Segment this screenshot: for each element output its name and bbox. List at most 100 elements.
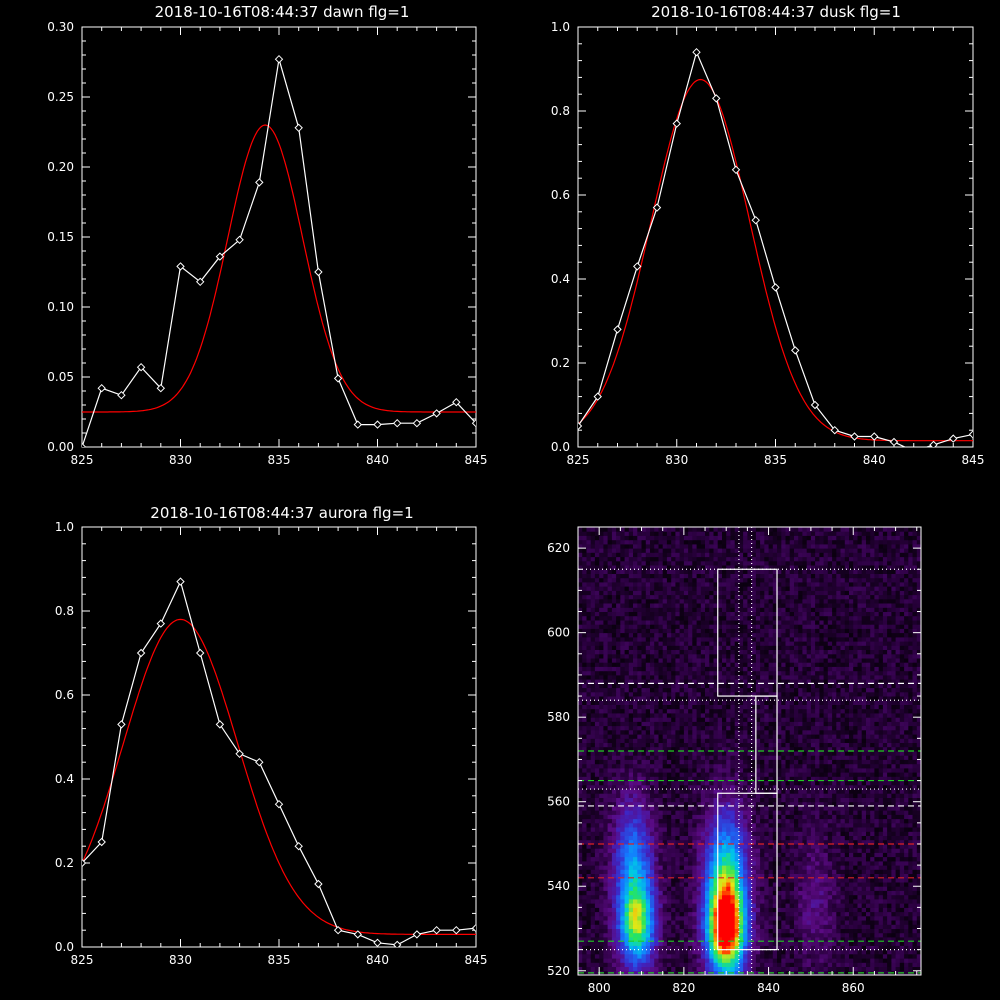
heatmap-cell (738, 763, 744, 769)
heatmap-cell (755, 966, 761, 972)
heatmap-cell (806, 865, 812, 870)
heatmap-cell (827, 907, 833, 913)
heatmap-cell (658, 776, 664, 782)
heatmap-cell (599, 780, 604, 786)
heatmap-cell (861, 966, 867, 972)
heatmap-cell (654, 860, 659, 866)
heatmap-cell (683, 911, 689, 917)
heatmap-cell (709, 937, 714, 942)
heatmap-cell (603, 746, 609, 752)
heatmap-cell (692, 953, 697, 959)
heatmap-cell (878, 898, 884, 904)
heatmap-cell (785, 860, 791, 866)
heatmap-cell (904, 844, 909, 849)
heatmap-cell (861, 738, 867, 743)
heatmap-cell (870, 882, 875, 887)
heatmap-cell (641, 945, 647, 951)
data-point (471, 418, 476, 428)
heatmap-cell (658, 763, 664, 769)
heatmap-cell (641, 966, 647, 972)
heatmap-cell (633, 835, 638, 841)
heatmap-cell (802, 763, 808, 769)
heatmap-cell (836, 755, 841, 760)
heatmap-cell (764, 763, 769, 769)
heatmap-cell (628, 890, 634, 896)
heatmap-cell (819, 767, 825, 773)
heatmap-cell (616, 848, 621, 853)
heatmap-cell (586, 920, 592, 925)
heatmap-cell (781, 894, 786, 900)
heatmap-cell (722, 797, 727, 803)
heatmap-cell (666, 907, 672, 913)
heatmap-cell (671, 852, 676, 858)
heatmap-cell (578, 835, 583, 841)
heatmap-cell (586, 734, 592, 739)
heatmap-cell (861, 962, 867, 967)
heatmap-cell (603, 852, 609, 858)
heatmap-cell (751, 818, 757, 824)
heatmap-cell (696, 903, 702, 908)
heatmap-cell (705, 860, 710, 866)
heatmap-cell (870, 746, 875, 752)
heatmap-cell (747, 962, 753, 967)
heatmap-cell (772, 784, 778, 790)
heatmap-cell (688, 742, 693, 748)
heatmap-cell (772, 835, 778, 841)
heatmap-cell (764, 886, 769, 891)
heatmap-cell (709, 738, 714, 743)
heatmap-cell (717, 797, 723, 803)
heatmap-cell (692, 763, 697, 769)
heatmap-cell (705, 945, 710, 951)
heatmap-cell (866, 894, 871, 900)
heatmap-cell (827, 937, 833, 942)
heatmap-cell (823, 882, 829, 887)
heatmap-cell (599, 755, 604, 760)
heatmap-cell (798, 835, 803, 841)
heatmap-cell (798, 966, 803, 972)
heatmap-cell (717, 945, 723, 951)
heatmap-cell (658, 915, 664, 921)
heatmap-cell (594, 932, 600, 938)
heatmap-cell (798, 801, 803, 807)
heatmap-cell (806, 793, 812, 798)
data-point (353, 930, 363, 939)
heatmap-cell (696, 932, 702, 938)
heatmap-cell (582, 937, 587, 942)
heatmap-cell (866, 949, 871, 955)
heatmap-cell (628, 869, 634, 874)
heatmap-cell (611, 886, 617, 891)
heatmap-cell (743, 865, 748, 870)
heatmap-cell (832, 751, 837, 756)
heatmap-cell (607, 873, 613, 879)
heatmap-cell (645, 907, 651, 913)
heatmap-cell (815, 873, 820, 879)
heatmap-cell (781, 742, 786, 748)
heatmap-cell (683, 793, 689, 798)
heatmap-cell (802, 789, 808, 794)
heatmap-cell (895, 827, 901, 832)
heatmap-cell (827, 844, 833, 849)
heatmap-cell (671, 805, 676, 811)
heatmap-cell (599, 882, 604, 887)
heatmap-cell (666, 763, 672, 769)
heatmap-cell (823, 738, 829, 743)
heatmap-cell (730, 805, 736, 811)
heatmap-cell (594, 827, 600, 832)
heatmap-cell (751, 831, 757, 836)
heatmap-cell (916, 915, 922, 921)
heatmap-cell (666, 898, 672, 904)
data-point (255, 178, 264, 187)
heatmap-cell (899, 945, 905, 951)
heatmap-cell (658, 852, 664, 858)
heatmap-cell (891, 751, 897, 756)
heatmap-cell (772, 877, 778, 883)
heatmap-cell (789, 776, 795, 782)
heatmap-cell (819, 865, 825, 870)
heatmap-cell (734, 911, 740, 917)
heatmap-cell (582, 784, 587, 790)
heatmap-cell (662, 852, 668, 858)
heatmap-cell (696, 814, 702, 820)
heatmap-cell (671, 759, 676, 765)
heatmap-cell (671, 818, 676, 824)
heatmap-cell (590, 814, 596, 820)
